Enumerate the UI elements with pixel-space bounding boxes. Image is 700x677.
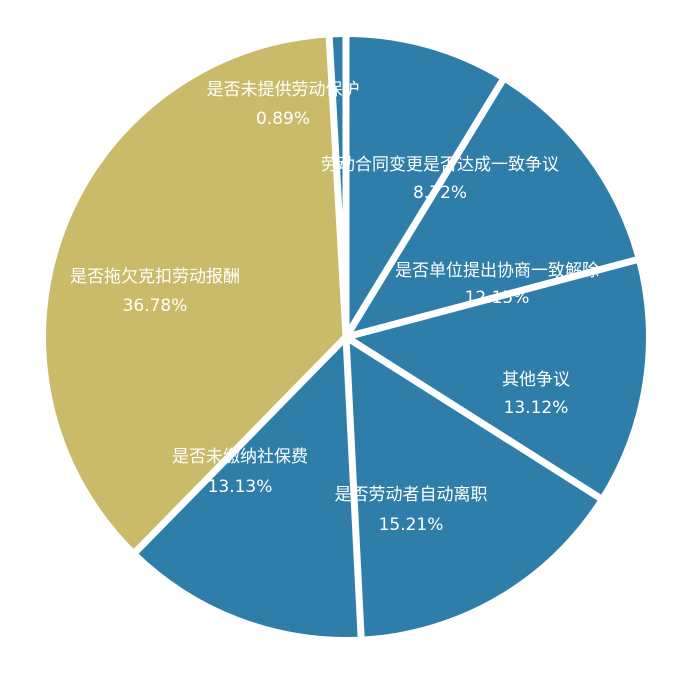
slice-label: 劳动合同变更是否达成一致争议 (321, 155, 559, 175)
slice-separator (342, 336, 365, 639)
slice-value-label: 8.72% (413, 183, 467, 203)
slice-value-label: 15.21% (379, 515, 444, 535)
pie-slice (346, 337, 600, 637)
slice-separator (344, 334, 603, 502)
slice-separator (345, 256, 639, 341)
pie-slice (136, 337, 362, 637)
slice-separator (325, 35, 350, 338)
pie-slice (46, 37, 346, 552)
slice-label: 是否未缴纳社保费 (172, 447, 308, 467)
slice-value-label: 13.12% (504, 398, 569, 418)
slice-label: 其他争议 (502, 370, 570, 390)
slice-label: 是否劳动者自动离职 (335, 485, 488, 505)
pie-slice (346, 80, 636, 338)
slice-value-label: 0.89% (256, 109, 310, 129)
slice-value-label: 36.78% (123, 296, 188, 316)
slice-label: 是否单位提出协商一致解除 (395, 261, 599, 281)
slice-label: 是否拖欠克扣劳动报酬 (70, 267, 240, 287)
slice-value-label: 12.15% (465, 288, 530, 308)
slice-label: 是否未提供劳动保护 (207, 80, 360, 100)
slice-separator (132, 334, 349, 556)
slice-value-label: 13.13% (208, 477, 273, 497)
pie-slice (346, 37, 503, 337)
slice-separator (343, 77, 507, 339)
